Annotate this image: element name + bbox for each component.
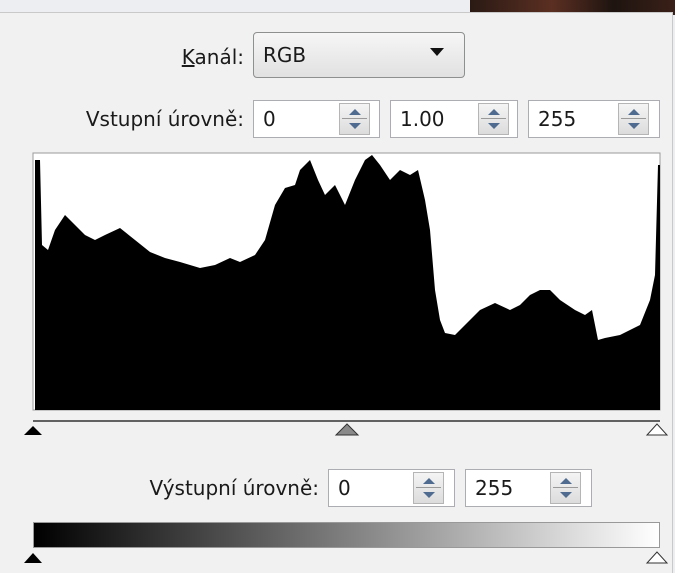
field-value: 0 (338, 476, 351, 500)
field-value: 255 (475, 476, 513, 500)
gamma-handle[interactable] (336, 424, 358, 435)
output-black-handle[interactable] (24, 553, 42, 563)
black-point-handle[interactable] (24, 426, 42, 435)
output-black-field[interactable]: 0 (328, 469, 455, 507)
spinner[interactable] (550, 472, 581, 504)
levels-dialog: Kanál: RGB Vstupní úrovně: 0 1.00 255 Vý… (0, 0, 675, 572)
spinner[interactable] (413, 472, 444, 504)
white-point-handle[interactable] (647, 424, 667, 435)
output-white-handle[interactable] (647, 552, 667, 563)
output-levels-label: Výstupní úrovně: (60, 469, 319, 507)
output-gradient (33, 522, 660, 548)
output-white-field[interactable]: 255 (465, 469, 592, 507)
